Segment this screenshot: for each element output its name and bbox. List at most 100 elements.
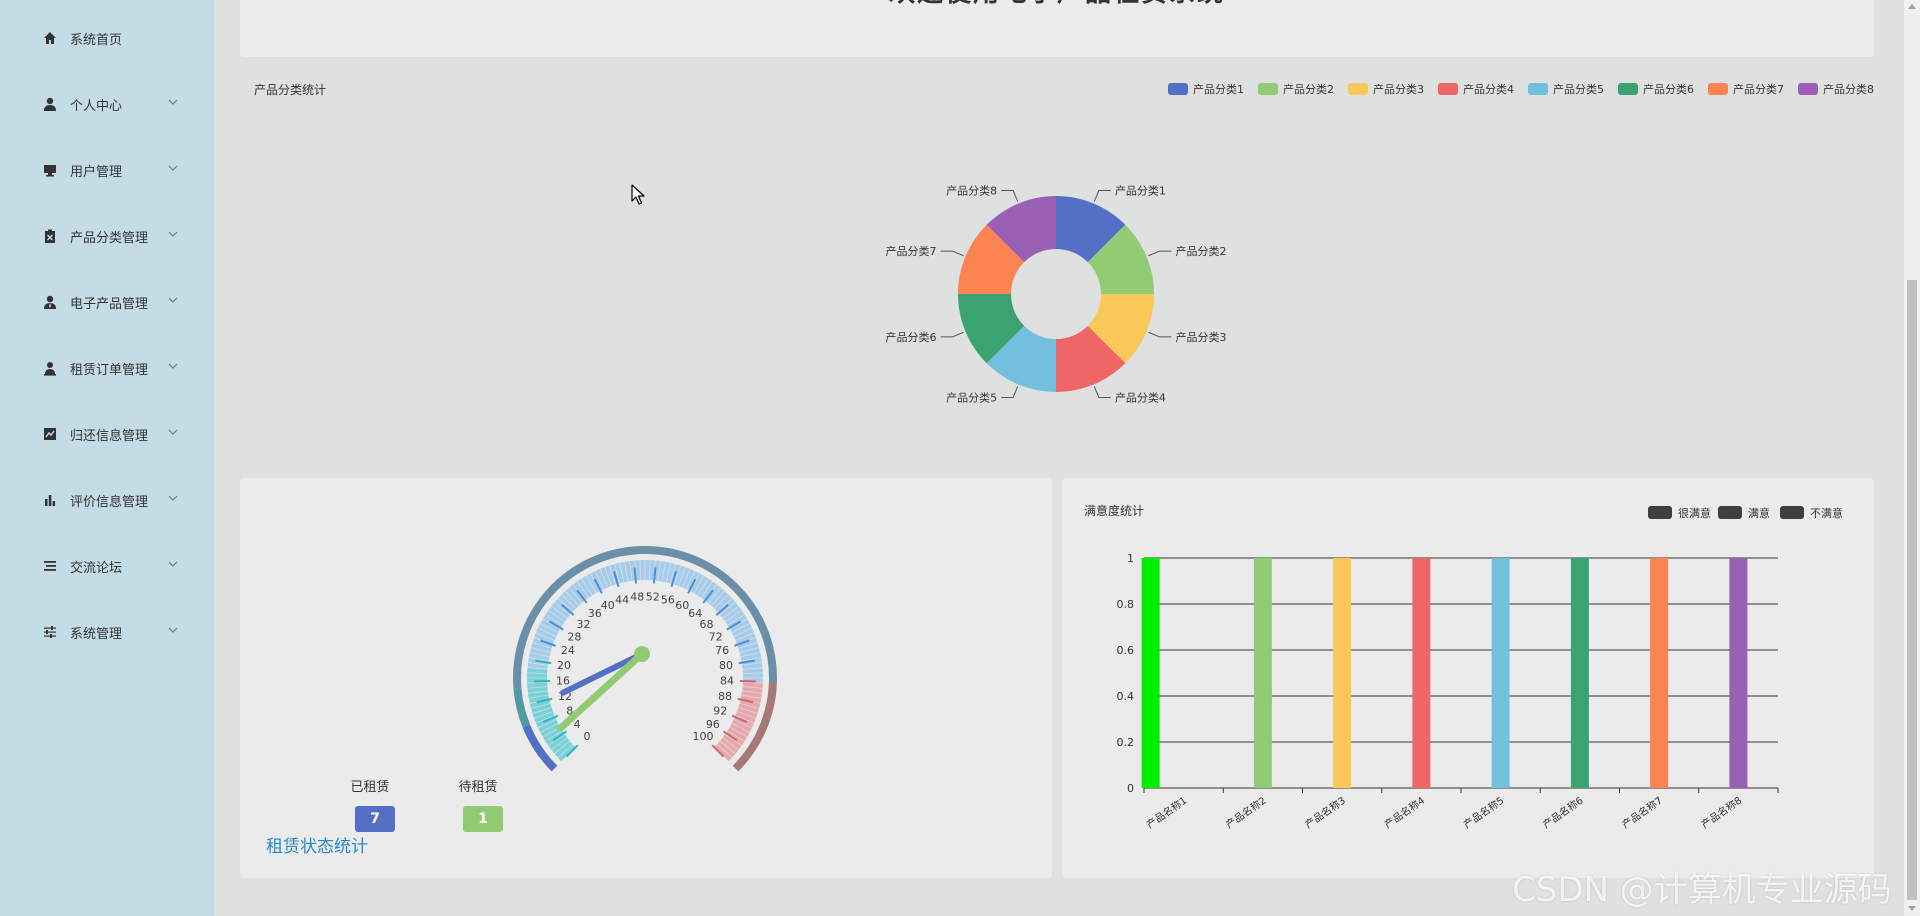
- legend-swatch[interactable]: [1348, 83, 1368, 95]
- gauge-hatch: [714, 594, 729, 609]
- gauge-hatch: [693, 575, 705, 594]
- bar[interactable]: [1570, 558, 1589, 788]
- scrollbar-thumb[interactable]: [1907, 280, 1917, 900]
- sidebar-item-personal-center[interactable]: 个人中心: [0, 79, 214, 129]
- pie-slice[interactable]: [1087, 224, 1154, 294]
- sidebar-item-label: 电子产品管理: [70, 297, 149, 312]
- bar-xtick-label: 产品名称6: [1540, 794, 1585, 831]
- gauge-hatch: [557, 597, 574, 613]
- sidebar-item-review-info-management[interactable]: 评价信息管理: [0, 475, 214, 525]
- gauge-hatch: [599, 568, 608, 588]
- gauge-tick-label: 52: [646, 590, 660, 603]
- legend-swatch[interactable]: [1168, 83, 1188, 95]
- home-icon: [44, 32, 56, 44]
- gauge-hatch: [533, 711, 554, 719]
- bar-ytick-label: 0.4: [1117, 690, 1135, 703]
- pie-slice-label: 产品分类5: [946, 390, 997, 404]
- sidebar-item-electronic-product-management[interactable]: 电子产品管理: [0, 277, 214, 327]
- pie-slice[interactable]: [986, 325, 1056, 392]
- pie-slice-label: 产品分类3: [1175, 330, 1226, 344]
- pie-slice-label: 产品分类6: [886, 330, 937, 344]
- pie-chart: 产品分类1 产品分类2 产品分类3 产品分类4 产品分类5 产品分类6 产品分类7 产品分类8…: [886, 82, 1874, 404]
- sidebar-item-product-category-management[interactable]: 产品分类管理: [0, 211, 214, 261]
- legend-swatch[interactable]: [1258, 83, 1278, 95]
- gauge-tick: [731, 714, 748, 724]
- chevron-down-icon: [168, 165, 178, 171]
- vertical-scrollbar[interactable]: [1904, 0, 1920, 916]
- gauge-needle: [559, 651, 645, 696]
- legend-label[interactable]: 产品分类6: [1643, 82, 1694, 96]
- gauge-hatch: [700, 581, 714, 598]
- pie-slice[interactable]: [986, 196, 1056, 263]
- gauge-hatch: [735, 715, 755, 724]
- sidebar-item-label: 交流论坛: [70, 561, 123, 576]
- sidebar-item-system-management[interactable]: 系统管理: [0, 607, 214, 657]
- pie-slice[interactable]: [958, 224, 1025, 294]
- legend-swatch[interactable]: [1798, 83, 1818, 95]
- sidebar-item-rental-order-management[interactable]: 租赁订单管理: [0, 343, 214, 393]
- legend-label[interactable]: 产品分类1: [1193, 82, 1244, 96]
- user-icon: [44, 97, 56, 111]
- gauge-hatch: [738, 707, 758, 714]
- legend-label[interactable]: 产品分类5: [1553, 82, 1604, 96]
- sidebar-item-home[interactable]: 系统首页: [0, 13, 214, 63]
- gauge-hatch: [716, 743, 733, 759]
- pie-slice[interactable]: [1056, 196, 1126, 263]
- pie-label-line: [1148, 331, 1172, 338]
- list-icon: [44, 561, 56, 571]
- sidebar-item-return-info-management[interactable]: 归还信息管理: [0, 409, 214, 459]
- gauge-tick: [561, 603, 575, 616]
- gauge-hatch: [727, 730, 745, 742]
- legend-swatch[interactable]: [1438, 83, 1458, 95]
- legend-label[interactable]: 产品分类2: [1283, 82, 1334, 96]
- legend-label[interactable]: 产品分类4: [1463, 82, 1514, 96]
- gauge-tick: [534, 679, 551, 683]
- pie-slice[interactable]: [958, 294, 1025, 364]
- pie-label-line: [1093, 386, 1111, 398]
- legend-swatch[interactable]: [1718, 506, 1742, 519]
- monitor-icon: [44, 165, 56, 177]
- gauge-tick: [715, 603, 729, 616]
- gauge-hatch: [527, 672, 548, 675]
- gauge-hatch: [716, 597, 733, 613]
- gauge-hatch: [648, 560, 651, 581]
- gauge-hatch: [739, 647, 760, 654]
- pie-slice[interactable]: [1056, 325, 1126, 392]
- legend-swatch[interactable]: [1528, 83, 1548, 95]
- gauge-hatch: [741, 657, 762, 662]
- pie-slice-label: 产品分类7: [886, 244, 937, 258]
- legend-swatch[interactable]: [1648, 506, 1672, 519]
- pie-slice[interactable]: [1087, 294, 1154, 364]
- bar[interactable]: [1333, 558, 1352, 788]
- gauge-hatch: [542, 618, 561, 630]
- bar[interactable]: [1491, 558, 1510, 788]
- gauge-tick: [576, 589, 588, 604]
- legend-label[interactable]: 产品分类8: [1823, 82, 1874, 96]
- legend-label[interactable]: 产品分类7: [1733, 82, 1784, 96]
- bar[interactable]: [1650, 558, 1669, 788]
- scroll-up-arrow-icon[interactable]: [1908, 4, 1916, 9]
- gauge-hatch: [527, 690, 548, 694]
- legend-label[interactable]: 很满意: [1678, 506, 1711, 520]
- gauge-tick-label: 16: [556, 675, 570, 688]
- legend-label[interactable]: 满意: [1748, 506, 1770, 520]
- bar[interactable]: [1253, 558, 1272, 788]
- bar[interactable]: [1729, 558, 1748, 788]
- legend-label[interactable]: 产品分类3: [1373, 82, 1424, 96]
- sidebar-item-user-management[interactable]: 用户管理: [0, 145, 214, 195]
- gauge-hatch: [528, 694, 549, 699]
- scroll-down-arrow-icon[interactable]: [1908, 906, 1916, 911]
- gauge-tick-label: 4: [574, 718, 581, 731]
- gauge-hatch: [697, 578, 709, 596]
- legend-swatch[interactable]: [1708, 83, 1728, 95]
- legend-swatch[interactable]: [1618, 83, 1638, 95]
- legend-label[interactable]: 不满意: [1810, 506, 1843, 520]
- bar[interactable]: [1412, 558, 1431, 788]
- legend-swatch[interactable]: [1780, 506, 1804, 519]
- bar-xtick-label: 产品名称7: [1619, 794, 1664, 831]
- sidebar-item-forum[interactable]: 交流论坛: [0, 541, 214, 591]
- bar-ytick-label: 1: [1127, 552, 1134, 565]
- status-label-rented: 已租赁: [350, 780, 390, 795]
- bar[interactable]: [1141, 558, 1160, 788]
- bar-chart: 0 0.2 0.4 0.6 0.8 1 产品名称1 产品名称2 产品名称3 产品名称4 产品名称5 产…: [1117, 506, 1843, 831]
